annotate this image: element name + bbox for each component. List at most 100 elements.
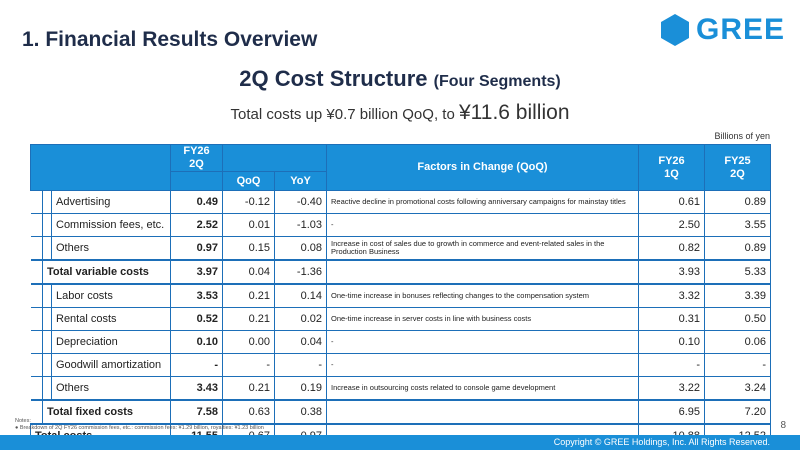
cell-fy26-1q: 0.61 (638, 190, 705, 215)
table-row: Goodwill amortization - - - - - - (30, 353, 771, 378)
row-label: Rental costs (51, 307, 171, 332)
row-label: Others (51, 236, 171, 261)
cost-structure-table: FY26 2Q Factors in Change (QoQ) FY26 1Q … (30, 143, 771, 449)
cell-yoy: 0.02 (274, 307, 327, 332)
heading-sub: (Four Segments) (433, 73, 561, 90)
gree-logo: GREE (660, 13, 785, 47)
cell-fy26-2q: 2.52 (170, 213, 223, 238)
row-label: Total variable costs (42, 259, 171, 285)
logo-text: GREE (696, 13, 786, 46)
row-label: Others (51, 376, 171, 401)
cell-qoq: 0.21 (222, 307, 275, 332)
header-fy26-1q: FY26 1Q (638, 143, 705, 192)
page-number: 8 (780, 420, 786, 431)
cell-yoy: 0.08 (274, 236, 327, 261)
section-title: 1. Financial Results Overview (22, 28, 318, 51)
cell-fy25-2q: 3.55 (704, 213, 771, 238)
cell-fy26-2q: 0.97 (170, 236, 223, 261)
header-yoy: YoY (274, 171, 327, 192)
cell-factor: Reactive decline in promotional costs fo… (326, 190, 639, 215)
cell-qoq: 0.01 (222, 213, 275, 238)
cell-factor (326, 399, 639, 425)
hexagon-logo-icon (661, 14, 689, 46)
cell-factor: One-time increase in bonuses reflecting … (326, 283, 639, 309)
row-label: Advertising (51, 190, 171, 215)
row-label: Goodwill amortization (51, 353, 171, 378)
table-row: Labor costs 3.53 0.21 0.14 One-time incr… (30, 283, 771, 309)
header-fy25-2q: FY25 2Q (704, 143, 771, 192)
cell-yoy: -1.03 (274, 213, 327, 238)
summary-line: Total costs up ¥0.7 billion QoQ, to ¥11.… (0, 101, 800, 125)
cell-factor: One-time increase in server costs in lin… (326, 307, 639, 332)
table-row: Others 0.97 0.15 0.08 Increase in cost o… (30, 236, 771, 261)
header-change-group (222, 143, 327, 173)
cell-qoq: - (222, 353, 275, 378)
cell-fy26-1q: 0.31 (638, 307, 705, 332)
notes: Notes: ● Breakdown of 2Q FY26 commission… (15, 418, 264, 432)
row-label: Commission fees, etc. (51, 213, 171, 238)
header-blank (30, 143, 171, 192)
cell-factor: - (326, 213, 639, 238)
cell-factor: Increase in outsourcing costs related to… (326, 376, 639, 401)
cell-fy26-1q: 2.50 (638, 213, 705, 238)
cell-yoy: -1.36 (274, 259, 327, 285)
cell-fy26-2q: 3.97 (170, 259, 223, 285)
cell-qoq: 0.00 (222, 330, 275, 355)
cell-fy26-2q: 3.53 (170, 283, 223, 309)
cell-fy26-2q: 0.49 (170, 190, 223, 215)
cell-fy26-1q: 3.22 (638, 376, 705, 401)
cell-yoy: 0.04 (274, 330, 327, 355)
cell-fy26-2q: - (170, 353, 223, 378)
summary-text: Total costs up ¥0.7 billion QoQ, to (230, 106, 455, 123)
cell-fy26-1q: 6.95 (638, 399, 705, 425)
cell-fy26-1q: 3.93 (638, 259, 705, 285)
summary-amount: ¥11.6 billion (458, 101, 570, 124)
cell-yoy: -0.40 (274, 190, 327, 215)
table-row: Rental costs 0.52 0.21 0.02 One-time inc… (30, 307, 771, 332)
row-label: Labor costs (51, 283, 171, 309)
cell-fy26-2q: 7.58 (170, 399, 223, 425)
cell-yoy: - (274, 353, 327, 378)
cell-qoq: 0.21 (222, 283, 275, 309)
table-row: Commission fees, etc. 2.52 0.01 -1.03 - … (30, 213, 771, 238)
row-label: Total fixed costs (42, 399, 171, 425)
cell-qoq: -0.12 (222, 190, 275, 215)
cell-fy26-2q: 0.10 (170, 330, 223, 355)
header-qoq: QoQ (222, 171, 275, 192)
cell-fy25-2q: 7.20 (704, 399, 771, 425)
cell-fy26-2q: 0.52 (170, 307, 223, 332)
cell-yoy: 0.38 (274, 399, 327, 425)
cell-yoy: 0.19 (274, 376, 327, 401)
header-factors: Factors in Change (QoQ) (326, 143, 639, 192)
header-fy26-2q: FY26 2Q (170, 143, 223, 173)
cell-fy25-2q: 0.89 (704, 236, 771, 261)
heading-main: 2Q Cost Structure (239, 66, 428, 91)
cell-fy25-2q: 3.24 (704, 376, 771, 401)
table-row: Depreciation 0.10 0.00 0.04 - 0.10 0.06 (30, 330, 771, 355)
cell-fy25-2q: 5.33 (704, 259, 771, 285)
slide-heading: 2Q Cost Structure (Four Segments) (0, 66, 800, 92)
table-row: Others 3.43 0.21 0.19 Increase in outsou… (30, 376, 771, 401)
table-row-total-fixed: Total fixed costs 7.58 0.63 0.38 6.95 7.… (30, 399, 771, 425)
cell-fy26-1q: 0.10 (638, 330, 705, 355)
cell-fy26-1q: 3.32 (638, 283, 705, 309)
cell-fy26-1q: 0.82 (638, 236, 705, 261)
unit-note: Billions of yen (714, 131, 770, 141)
cell-factor (326, 259, 639, 285)
notes-title: Notes: (15, 418, 31, 424)
notes-item: ● Breakdown of 2Q FY26 commission fees, … (15, 425, 264, 432)
cell-factor: - (326, 353, 639, 378)
cell-fy25-2q: 0.89 (704, 190, 771, 215)
header-fy26-2q-cont (170, 171, 223, 192)
copyright-text: Copyright © GREE Holdings, Inc. All Righ… (553, 437, 770, 447)
cell-factor: Increase in cost of sales due to growth … (326, 236, 639, 261)
cell-factor: - (326, 330, 639, 355)
cell-fy26-2q: 3.43 (170, 376, 223, 401)
cell-fy25-2q: - (704, 353, 771, 378)
cell-qoq: 0.04 (222, 259, 275, 285)
table-row-total-variable: Total variable costs 3.97 0.04 -1.36 3.9… (30, 259, 771, 285)
cell-fy25-2q: 0.50 (704, 307, 771, 332)
cell-qoq: 0.15 (222, 236, 275, 261)
cell-qoq: 0.21 (222, 376, 275, 401)
cell-qoq: 0.63 (222, 399, 275, 425)
